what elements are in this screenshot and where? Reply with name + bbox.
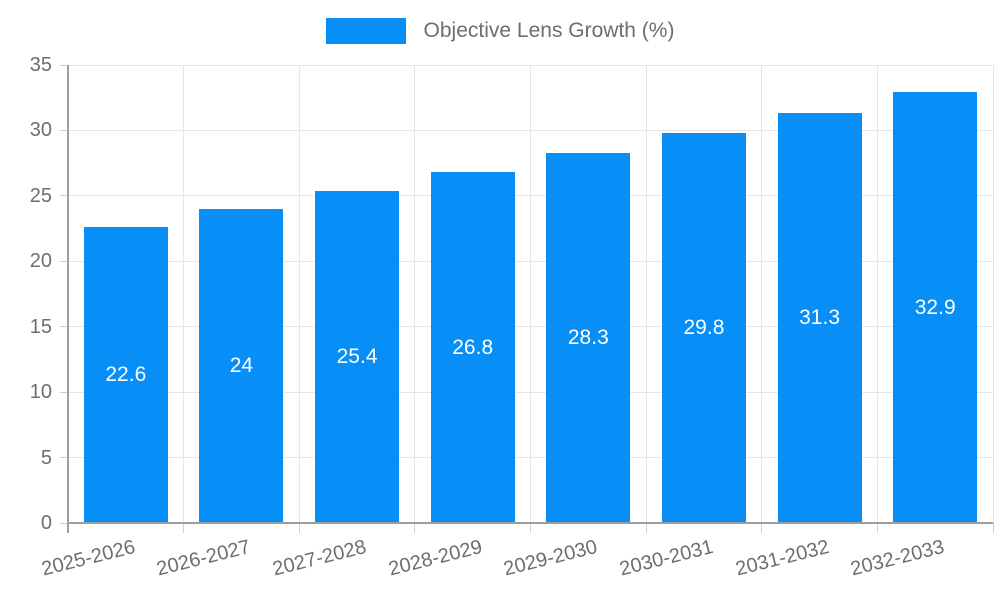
x-tick-mark <box>876 523 878 533</box>
y-tick-label: 10 <box>29 381 52 404</box>
x-grid-line <box>183 65 185 523</box>
bar[interactable] <box>430 172 515 522</box>
x-tick-mark <box>645 523 647 533</box>
x-grid-line <box>645 65 647 523</box>
bar-value-label: 29.8 <box>683 316 725 340</box>
y-tick-label: 20 <box>29 250 52 273</box>
bar[interactable] <box>777 113 862 522</box>
bar[interactable] <box>315 190 400 522</box>
bar-value-label: 25.4 <box>336 344 378 368</box>
bar-value-label: 24 <box>229 353 254 377</box>
x-tick-mark <box>414 523 416 533</box>
bar-value-label: 26.8 <box>452 335 494 359</box>
x-tick-label: 2028-2029 <box>386 535 485 581</box>
x-grid-line <box>876 65 878 523</box>
x-tick-mark <box>530 523 531 533</box>
x-tick-mark <box>761 523 763 533</box>
y-tick-mark <box>60 64 68 66</box>
y-tick-label: 5 <box>40 446 52 469</box>
y-tick-mark <box>60 391 68 393</box>
bar-value-label: 32.9 <box>914 295 956 319</box>
x-tick-mark <box>183 523 185 533</box>
y-tick-mark <box>60 326 68 328</box>
y-tick-label: 35 <box>29 54 52 76</box>
y-tick-mark <box>60 522 68 524</box>
bar[interactable] <box>661 133 746 522</box>
legend-label: Objective Lens Growth (%) <box>423 19 675 42</box>
y-tick-mark <box>60 195 68 197</box>
y-tick-mark <box>60 457 68 459</box>
y-tick-mark <box>60 260 68 262</box>
y-axis-line <box>67 65 69 533</box>
x-grid-line <box>761 65 763 523</box>
y-tick-label: 15 <box>29 315 52 338</box>
bar-value-label: 22.6 <box>105 363 147 387</box>
x-grid-line <box>992 65 994 523</box>
legend-swatch <box>325 18 406 44</box>
x-tick-label: 2030-2031 <box>617 535 716 581</box>
x-grid-line <box>414 65 416 523</box>
x-tick-label: 2032-2033 <box>848 535 947 581</box>
bar-value-label: 28.3 <box>567 325 609 349</box>
y-tick-label: 25 <box>29 184 52 207</box>
x-grid-line <box>530 65 531 523</box>
y-tick-label: 0 <box>40 512 52 534</box>
bar[interactable] <box>546 152 631 522</box>
y-tick-label: 30 <box>29 119 52 142</box>
x-tick-label: 2025-2026 <box>39 535 138 581</box>
x-tick-label: 2029-2030 <box>501 535 600 581</box>
x-tick-label: 2026-2027 <box>154 535 254 581</box>
bar[interactable] <box>893 92 978 522</box>
y-tick-mark <box>60 129 68 131</box>
x-tick-mark <box>298 523 300 533</box>
x-grid-line <box>298 65 300 523</box>
bar[interactable] <box>83 227 168 522</box>
chart-legend-item[interactable]: Objective Lens Growth (%) <box>0 18 1000 44</box>
x-axis-line <box>68 522 993 524</box>
bar[interactable] <box>199 208 284 522</box>
x-tick-label: 2031-2032 <box>732 535 832 581</box>
x-tick-mark <box>992 523 994 533</box>
x-tick-label: 2027-2028 <box>270 535 369 581</box>
bar-value-label: 31.3 <box>799 306 840 330</box>
